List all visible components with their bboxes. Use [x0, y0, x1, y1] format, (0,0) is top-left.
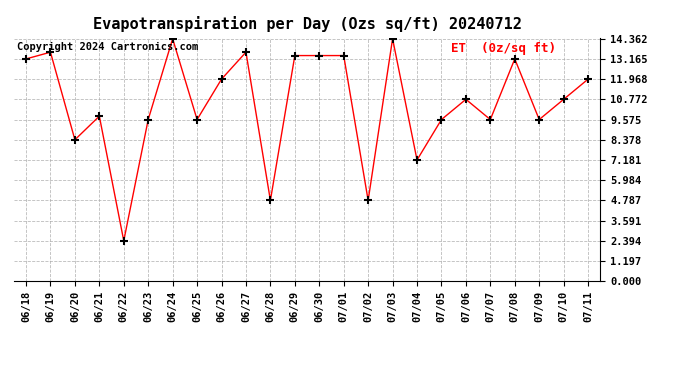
Title: Evapotranspiration per Day (Ozs sq/ft) 20240712: Evapotranspiration per Day (Ozs sq/ft) 2… [92, 16, 522, 32]
Text: ET  (0z/sq ft): ET (0z/sq ft) [451, 42, 555, 56]
Text: Copyright 2024 Cartronics.com: Copyright 2024 Cartronics.com [17, 42, 198, 52]
